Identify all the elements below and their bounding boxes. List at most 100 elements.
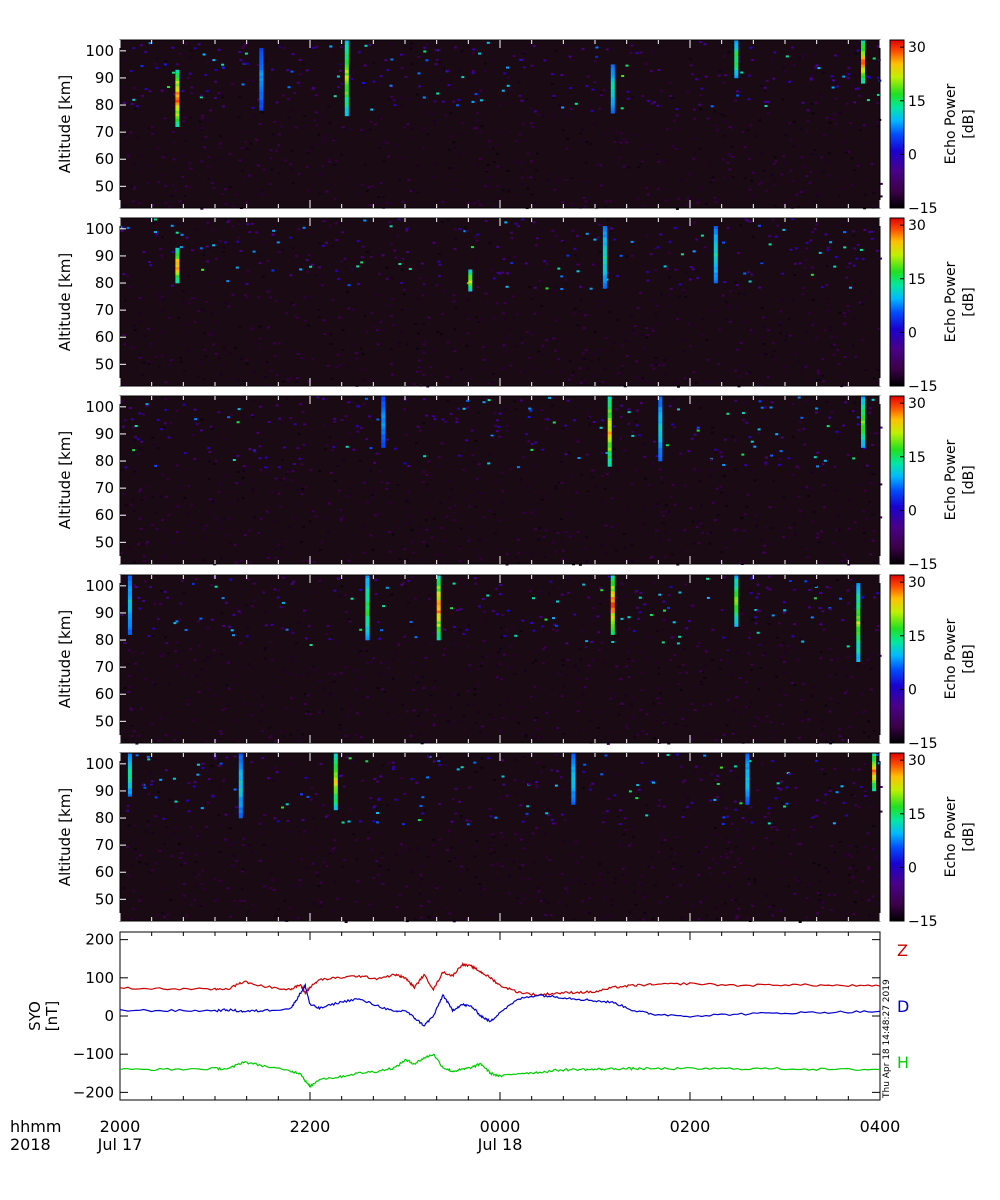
echo-cell (743, 872, 747, 875)
echo-cell (564, 424, 568, 427)
echo-cell (354, 900, 358, 903)
echo-cell (785, 55, 789, 58)
echo-cell (830, 844, 834, 847)
echo-cell (188, 186, 192, 189)
echo-feature-cell (175, 96, 180, 100)
echo-cell (743, 146, 747, 148)
echo-cell (864, 794, 868, 797)
echo-feature-cell (734, 45, 739, 49)
echo-cell (723, 120, 727, 123)
echo-cell (451, 724, 455, 727)
echo-cell (475, 81, 479, 84)
echo-cell (430, 884, 434, 887)
echo-cell (814, 686, 818, 689)
echo-feature-cell (344, 59, 349, 62)
echo-cell (734, 99, 738, 102)
echo-cell (241, 83, 245, 86)
echo-cell (247, 578, 251, 581)
echo-feature-cell (607, 463, 612, 467)
echo-cell (146, 218, 150, 221)
echo-cell (599, 879, 603, 882)
echo-cell (127, 824, 131, 827)
echo-cell (791, 473, 795, 476)
echo-cell (492, 820, 496, 823)
echo-cell (723, 438, 727, 441)
echo-cell (250, 222, 254, 225)
echo-cell (178, 200, 182, 203)
echo-cell (860, 596, 864, 599)
echo-cell (870, 162, 874, 165)
echo-cell (208, 451, 212, 453)
echo-feature-cell (734, 53, 739, 57)
echo-cell (831, 542, 835, 545)
echo-cell (207, 460, 211, 463)
echo-cell (780, 436, 784, 439)
echo-cell (124, 466, 128, 469)
echo-cell (147, 361, 151, 363)
echo-cell (499, 584, 503, 587)
echo-cell (655, 304, 659, 307)
echo-cell (490, 434, 494, 437)
echo-cell (450, 607, 453, 610)
echo-cell (248, 529, 252, 532)
echo-cell (357, 51, 361, 54)
echo-cell (341, 329, 345, 332)
echo-cell (212, 303, 216, 306)
echo-cell (456, 104, 460, 107)
echo-cell (378, 637, 382, 640)
echo-cell (257, 254, 261, 257)
echo-cell (466, 823, 470, 826)
echo-feature-cell (713, 242, 718, 246)
echo-cell (137, 320, 141, 322)
echo-feature-cell (365, 629, 370, 633)
echo-cell (184, 42, 188, 45)
echo-cell (376, 821, 380, 824)
y-tick-label: 100 (85, 220, 114, 238)
echo-feature-cell (344, 99, 349, 103)
echo-cell (218, 146, 221, 149)
echo-cell (135, 136, 139, 139)
echo-cell (678, 283, 682, 286)
echo-cell (290, 349, 294, 352)
echo-feature-cell (436, 634, 441, 638)
echo-feature-cell (734, 50, 739, 54)
echo-feature-cell (468, 272, 473, 276)
echo-cell (561, 129, 565, 132)
echo-cell (718, 69, 722, 72)
echo-cell (325, 633, 328, 636)
echo-cell (344, 415, 348, 418)
echo-cell (380, 629, 383, 632)
echo-feature-cell (344, 86, 349, 90)
echo-feature-cell (734, 585, 739, 589)
echo-cell (521, 58, 524, 61)
echo-cell (458, 69, 461, 72)
echo-cell (433, 418, 437, 421)
echo-cell (441, 555, 444, 558)
echo-cell (498, 103, 502, 106)
echo-cell (763, 406, 767, 409)
echo-cell (568, 505, 572, 508)
echo-cell (857, 163, 860, 166)
echo-cell (488, 841, 492, 844)
echo-cell (202, 528, 206, 531)
echo-cell (527, 365, 531, 367)
echo-cell (621, 364, 625, 367)
echo-cell (226, 221, 230, 223)
echo-cell (733, 468, 737, 471)
echo-cell (485, 617, 489, 620)
echo-cell (289, 163, 292, 166)
echo-cell (418, 884, 422, 887)
echo-cell (576, 440, 580, 443)
echo-cell (517, 867, 521, 870)
echo-cell (426, 544, 429, 547)
echo-cell (232, 842, 236, 844)
echo-cell (387, 666, 391, 669)
echo-cell (164, 398, 168, 401)
echo-cell (744, 464, 748, 467)
echo-cell (632, 715, 636, 718)
echo-cell (301, 733, 304, 736)
echo-cell (324, 815, 328, 818)
echo-cell (551, 628, 555, 631)
echo-cell (501, 189, 505, 192)
